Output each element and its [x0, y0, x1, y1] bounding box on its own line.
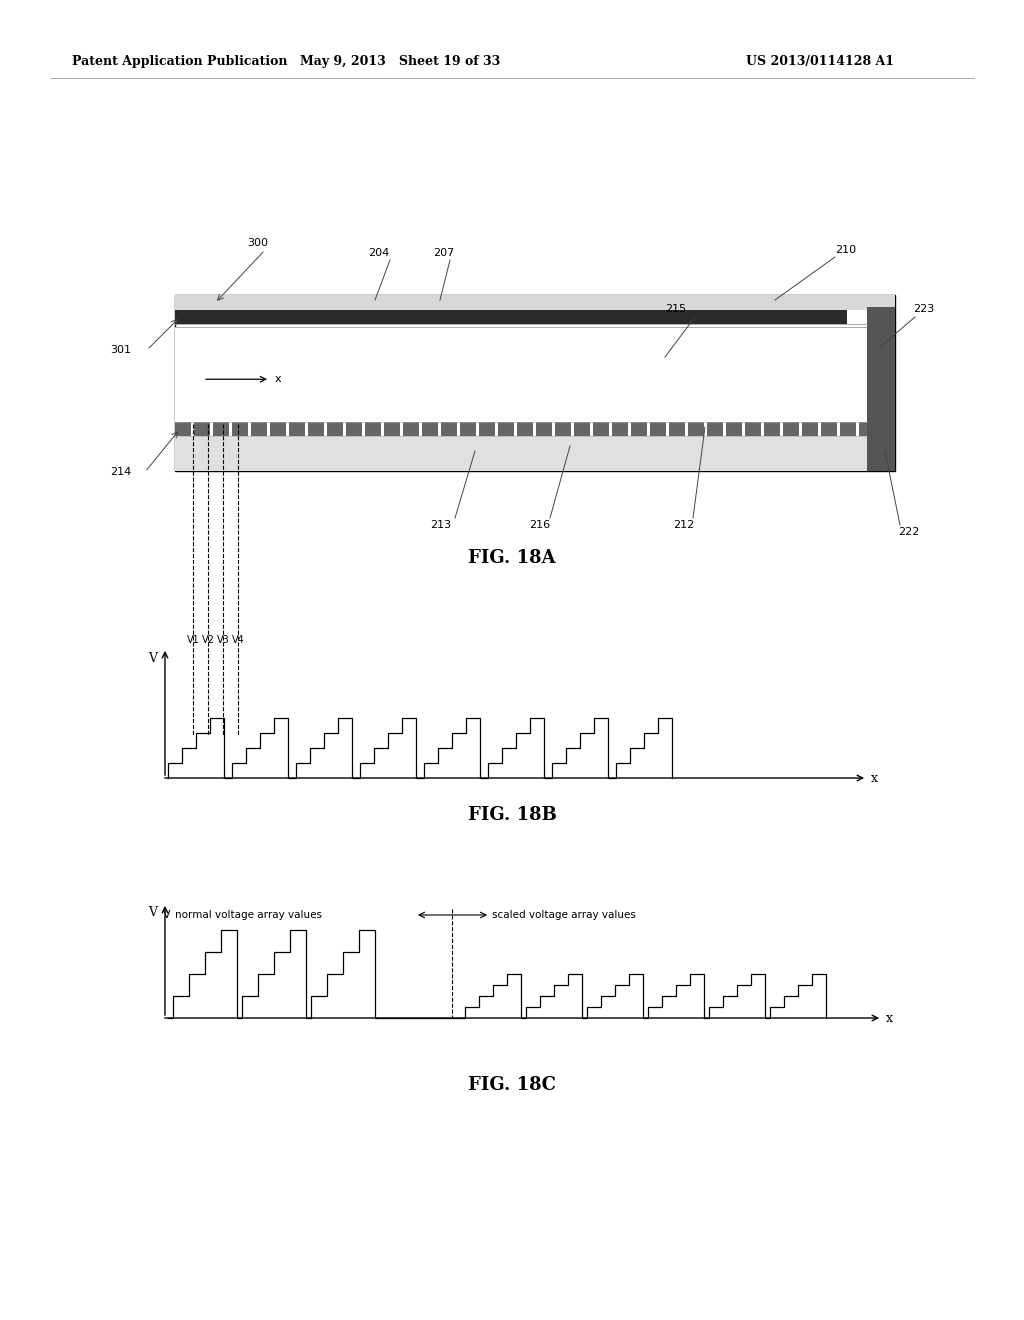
Text: 216: 216 [529, 520, 550, 531]
Bar [517, 422, 534, 436]
Bar [631, 422, 647, 436]
Text: 222: 222 [898, 527, 920, 537]
Text: 214: 214 [110, 467, 131, 477]
Text: x: x [871, 771, 878, 784]
Text: FIG. 18C: FIG. 18C [468, 1076, 556, 1094]
Text: V: V [163, 909, 171, 920]
Bar [460, 422, 476, 436]
Bar [821, 422, 837, 436]
Text: US 2013/0114128 A1: US 2013/0114128 A1 [746, 55, 894, 69]
Text: FIG. 18A: FIG. 18A [468, 549, 556, 568]
Text: 210: 210 [835, 246, 856, 255]
Bar [175, 294, 895, 310]
Bar [783, 422, 799, 436]
Bar [840, 422, 856, 436]
Text: x: x [886, 1011, 893, 1024]
Bar [175, 436, 867, 471]
Text: x: x [275, 375, 282, 384]
Bar [194, 422, 210, 436]
Bar [441, 422, 457, 436]
Bar [175, 294, 895, 471]
Bar [422, 422, 438, 436]
Bar [175, 310, 847, 323]
Text: scaled voltage array values: scaled voltage array values [492, 909, 636, 920]
Bar [707, 422, 723, 436]
Text: 207: 207 [433, 248, 455, 257]
Text: V4: V4 [231, 635, 245, 645]
Bar [555, 422, 571, 436]
Bar [612, 422, 628, 436]
Bar [859, 422, 867, 436]
Text: V3: V3 [217, 635, 229, 645]
Text: 204: 204 [368, 248, 389, 257]
Bar [270, 422, 286, 436]
Bar [251, 422, 267, 436]
Bar [289, 422, 305, 436]
Bar [669, 422, 685, 436]
Bar [867, 308, 895, 471]
Bar [802, 422, 818, 436]
Bar [403, 422, 419, 436]
Text: V: V [148, 907, 157, 920]
Text: V2: V2 [202, 635, 214, 645]
Bar [498, 422, 514, 436]
Bar [726, 422, 742, 436]
Bar [384, 422, 400, 436]
Bar [593, 422, 609, 436]
Bar [175, 327, 867, 422]
Text: FIG. 18B: FIG. 18B [468, 807, 556, 824]
Bar [232, 422, 248, 436]
Bar [479, 422, 495, 436]
Bar [847, 310, 867, 323]
Bar [365, 422, 381, 436]
Text: V: V [148, 652, 157, 664]
Bar [574, 422, 590, 436]
Bar [327, 422, 343, 436]
Bar [175, 422, 191, 436]
Text: Patent Application Publication: Patent Application Publication [72, 55, 288, 69]
Text: 301: 301 [110, 345, 131, 355]
Bar [764, 422, 780, 436]
Text: 300: 300 [247, 238, 268, 248]
Text: normal voltage array values: normal voltage array values [175, 909, 322, 920]
Text: May 9, 2013   Sheet 19 of 33: May 9, 2013 Sheet 19 of 33 [300, 55, 500, 69]
Text: 212: 212 [673, 520, 694, 531]
Bar [536, 422, 552, 436]
Text: 213: 213 [430, 520, 452, 531]
Text: 223: 223 [913, 304, 934, 314]
Bar [213, 422, 229, 436]
Bar [650, 422, 666, 436]
Bar [745, 422, 761, 436]
Text: 215: 215 [665, 304, 686, 314]
Bar [688, 422, 705, 436]
Bar [346, 422, 362, 436]
Text: V1: V1 [186, 635, 200, 645]
Bar [308, 422, 324, 436]
